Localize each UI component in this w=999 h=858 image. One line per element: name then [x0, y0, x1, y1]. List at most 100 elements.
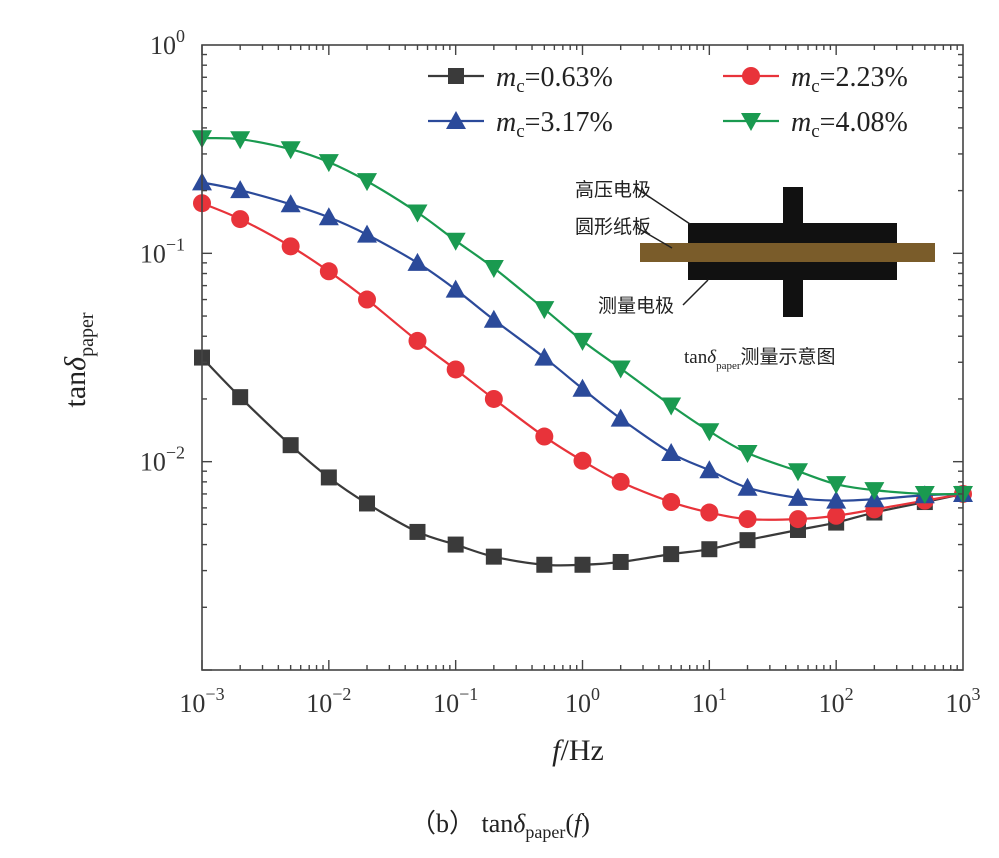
- inset-leader-hv: [635, 187, 691, 225]
- data-point: [319, 262, 338, 281]
- series-1: [193, 194, 972, 529]
- plot-frame: [201, 44, 964, 671]
- legend-marker: [448, 68, 464, 84]
- legend-entry: mc=3.17%: [428, 107, 613, 142]
- curves: [192, 130, 973, 573]
- data-point: [446, 360, 465, 379]
- data-point: [407, 252, 428, 271]
- data-point: [610, 360, 631, 379]
- figure-caption: （b） tanδpaper(f): [410, 809, 590, 842]
- legend-marker: [742, 67, 760, 85]
- inset-leader-paper: [635, 226, 673, 249]
- data-point: [230, 180, 251, 199]
- x-tick-label: 10−3: [179, 684, 224, 718]
- data-point: [611, 472, 630, 491]
- data-point: [737, 477, 758, 496]
- inset-schematic: 高压电极 圆形纸板 测量电极 tanδpaper测量示意图: [575, 179, 935, 372]
- data-point: [320, 469, 337, 486]
- y-tick-label: 100: [150, 26, 185, 60]
- data-point: [407, 204, 428, 223]
- data-point: [280, 194, 301, 213]
- data-point: [788, 510, 807, 529]
- data-point: [701, 541, 718, 558]
- inset-label-measure: 测量电极: [598, 295, 674, 317]
- data-point: [700, 503, 719, 522]
- data-point: [535, 427, 554, 446]
- x-tick-label: 103: [946, 684, 981, 718]
- data-point: [231, 210, 250, 229]
- data-point: [485, 548, 502, 565]
- data-point: [699, 423, 720, 442]
- x-tick-label: 10−1: [433, 684, 478, 718]
- data-point: [661, 397, 682, 416]
- data-point: [612, 553, 629, 570]
- legend-entry: mc=0.63%: [428, 62, 613, 97]
- legend-label: mc=4.08%: [791, 107, 908, 142]
- y-tick-label: 10−2: [140, 443, 185, 477]
- data-point: [536, 556, 553, 573]
- legend: mc=0.63% mc=2.23% mc=3.17% mc=4.08%: [428, 62, 908, 142]
- data-point: [359, 495, 376, 512]
- data-point: [787, 463, 808, 482]
- data-point: [280, 141, 301, 160]
- data-point: [572, 378, 593, 397]
- legend-marker: [446, 111, 466, 129]
- data-point: [230, 131, 251, 150]
- data-point: [662, 493, 681, 512]
- inset-caption: tanδpaper测量示意图: [684, 346, 836, 372]
- data-point: [573, 451, 592, 470]
- data-point: [357, 173, 378, 192]
- data-point: [787, 487, 808, 506]
- data-point: [610, 408, 631, 427]
- data-point: [358, 290, 377, 309]
- data-point: [409, 523, 426, 540]
- data-point: [572, 332, 593, 351]
- axis-ticks: [201, 45, 963, 671]
- data-point: [484, 389, 503, 408]
- inset-leader-measure: [682, 279, 709, 306]
- data-point: [826, 490, 847, 509]
- data-point: [447, 536, 464, 553]
- data-point: [282, 437, 299, 454]
- data-point: [699, 460, 720, 479]
- data-point: [826, 476, 847, 495]
- data-point: [445, 279, 466, 298]
- y-axis-label: tanδpaper: [59, 312, 98, 407]
- data-point: [357, 224, 378, 243]
- data-point: [232, 389, 249, 406]
- data-point: [281, 237, 300, 256]
- legend-marker: [741, 113, 761, 131]
- data-point: [445, 232, 466, 251]
- data-point: [737, 445, 758, 464]
- data-point: [534, 301, 555, 320]
- data-point: [318, 207, 339, 226]
- legend-label: mc=3.17%: [496, 107, 613, 142]
- data-point: [914, 485, 935, 504]
- x-tick-label: 100: [565, 684, 600, 718]
- legend-entry: mc=2.23%: [723, 62, 908, 97]
- data-point: [738, 510, 757, 529]
- inset-paper-strip: [640, 243, 935, 262]
- data-point: [534, 347, 555, 366]
- data-point: [739, 532, 756, 549]
- data-point: [408, 331, 427, 350]
- tick-labels: 10−3 10−2 10−1 100 101 102 103 100 10−1 10−2: [140, 26, 981, 718]
- legend-label: mc=0.63%: [496, 62, 613, 97]
- data-point: [318, 154, 339, 173]
- inset-label-paper: 圆形纸板: [575, 216, 651, 238]
- legend-label: mc=2.23%: [791, 62, 908, 97]
- inset-label-hv: 高压电极: [575, 179, 651, 201]
- y-tick-label: 10−1: [140, 234, 185, 268]
- data-point: [661, 443, 682, 462]
- x-axis-label: f/Hz: [552, 734, 604, 767]
- data-point: [574, 556, 591, 573]
- data-point: [864, 482, 885, 501]
- data-point: [827, 506, 846, 525]
- data-point: [483, 309, 504, 328]
- data-point: [663, 546, 680, 563]
- x-tick-label: 101: [692, 684, 727, 718]
- data-point: [483, 260, 504, 279]
- x-tick-label: 10−2: [306, 684, 351, 718]
